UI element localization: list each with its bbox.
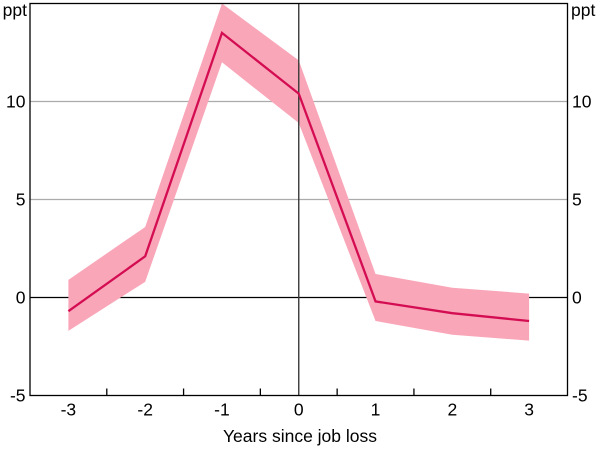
y-axis-unit-right: ppt <box>571 0 596 20</box>
x-tick-label: 2 <box>447 400 457 420</box>
y-tick-label-right: 0 <box>572 288 582 308</box>
y-tick-label-right: -5 <box>572 386 588 406</box>
x-tick-label: 3 <box>524 400 534 420</box>
x-axis-title: Years since job loss <box>222 426 378 446</box>
x-tick-label: -3 <box>61 400 77 420</box>
y-tick-label-left: -5 <box>10 386 26 406</box>
y-tick-label-left: 5 <box>16 190 26 210</box>
y-axis-unit-left: ppt <box>2 0 27 20</box>
x-tick-label: 1 <box>371 400 381 420</box>
y-tick-label-right: 10 <box>572 92 592 112</box>
plot-frame <box>29 2 569 397</box>
y-tick-label-left: 10 <box>6 92 26 112</box>
estimate-line <box>67 30 530 323</box>
x-tick-label: -2 <box>137 400 153 420</box>
y-tick-label-left: 0 <box>16 288 26 308</box>
y-tick-label-right: 5 <box>572 190 582 210</box>
x-tick-label: 0 <box>294 400 304 420</box>
x-tick-label: -1 <box>214 400 230 420</box>
